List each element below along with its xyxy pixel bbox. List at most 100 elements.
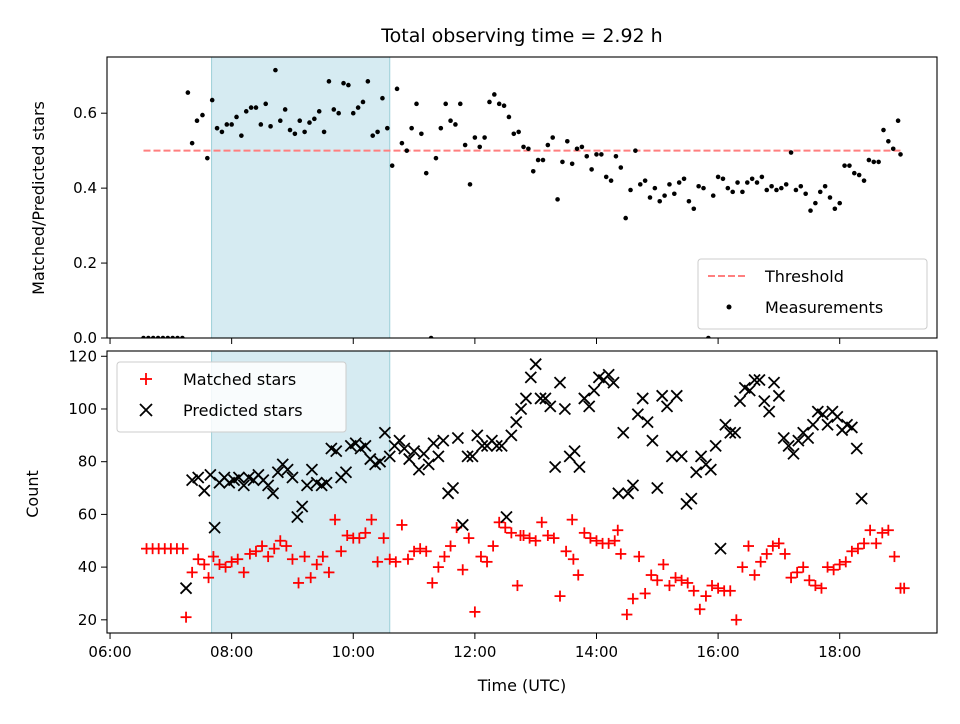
- legend-matched-swatch: [140, 373, 152, 385]
- predicted-stars-point: [656, 389, 669, 402]
- predicted-stars-point: [631, 408, 644, 421]
- measurements-point: [263, 101, 269, 107]
- matched-stars-point: [438, 551, 450, 563]
- measurements-point: [409, 125, 414, 131]
- predicted-stars-point: [670, 389, 683, 402]
- predicted-stars-point: [568, 445, 581, 458]
- y-tick-label: 0.6: [73, 104, 97, 122]
- matched-stars-point: [700, 590, 712, 602]
- measurements-point: [292, 131, 298, 137]
- measurements-point: [886, 139, 891, 144]
- matched-stars-point: [250, 545, 262, 557]
- matched-stars-point: [463, 532, 475, 544]
- matched-stars-point: [773, 537, 785, 549]
- chart-title: Total observing time = 2.92 h: [380, 25, 662, 47]
- matched-stars-point: [870, 537, 882, 549]
- matched-stars-point: [621, 609, 633, 621]
- matched-stars-point: [317, 551, 329, 563]
- x-tick-label: 18:00: [818, 643, 861, 661]
- measurements-point: [370, 133, 376, 138]
- predicted-stars-point: [660, 400, 674, 413]
- matched-stars-point: [767, 540, 779, 552]
- matched-stars-point: [603, 537, 615, 549]
- measurements-point: [550, 135, 556, 140]
- measurements-point: [642, 178, 648, 183]
- predicted-stars-point: [286, 471, 299, 484]
- measurements-point: [898, 152, 903, 157]
- measurements-point: [268, 124, 273, 129]
- predicted-stars-point: [792, 434, 805, 447]
- measurements-point: [788, 150, 794, 155]
- measurements-point: [453, 122, 458, 127]
- measurements-point: [599, 152, 604, 157]
- measurements-point: [331, 107, 337, 112]
- measurements-point: [180, 335, 185, 338]
- predicted-stars-point: [320, 476, 333, 489]
- matched-stars-point: [238, 566, 250, 578]
- predicted-stars-point: [801, 431, 815, 445]
- matched-stars-point: [815, 582, 827, 594]
- measurements-point: [754, 180, 760, 185]
- measurements-point: [175, 335, 180, 338]
- matched-stars-point: [499, 522, 511, 534]
- measurements-point: [706, 335, 711, 338]
- matched-stars-point: [505, 527, 517, 539]
- matched-stars-point: [612, 524, 624, 536]
- y-tick-label: 0.2: [73, 254, 97, 272]
- measurements-point: [209, 97, 215, 103]
- predicted-stars-point: [456, 518, 469, 532]
- predicted-stars-point: [675, 450, 688, 463]
- legend-threshold-label: Threshold: [764, 267, 844, 286]
- measurements-point: [535, 157, 541, 163]
- measurements-point: [710, 193, 716, 198]
- matched-stars-point: [408, 545, 420, 557]
- predicted-stars-point: [232, 471, 246, 484]
- measurements-point: [150, 335, 156, 338]
- measurements-point: [365, 79, 371, 84]
- matched-stars-point: [341, 529, 353, 541]
- legend-predicted-swatch: [139, 403, 153, 417]
- y-tick-label: 20: [78, 611, 97, 629]
- measurements-point: [501, 103, 507, 109]
- matched-stars-point: [834, 558, 846, 570]
- measurements-point: [360, 99, 366, 105]
- predicted-stars-point: [787, 447, 800, 460]
- predicted-stars-point: [291, 510, 304, 524]
- measurements-point: [521, 144, 526, 150]
- predicted-stars-point: [192, 471, 205, 484]
- matched-stars-point: [232, 553, 244, 565]
- y-tick-label: 120: [68, 347, 97, 365]
- measurements-point: [487, 99, 492, 105]
- measurements-point: [696, 183, 701, 189]
- predicted-stars-point: [510, 416, 523, 429]
- measurements-point: [720, 176, 726, 182]
- measurements-point: [321, 129, 327, 135]
- predicted-stars-point: [432, 450, 445, 463]
- matched-stars-point: [244, 548, 256, 560]
- measurements-point: [725, 185, 731, 191]
- matched-stars-point: [846, 545, 858, 557]
- predicted-stars-point: [524, 371, 537, 384]
- measurements-point: [448, 118, 453, 123]
- ratio-panel: 0.0 0.2 0.4 0.6 Matched/Predicted stars Thr…: [29, 56, 938, 347]
- matched-stars-point: [396, 519, 408, 531]
- measurements-point: [545, 142, 551, 148]
- predicted-stars-point: [179, 582, 193, 595]
- measurements-point: [574, 146, 580, 152]
- measurements-point: [613, 153, 619, 159]
- matched-stars-point: [682, 577, 694, 589]
- predicted-stars-point: [461, 450, 474, 463]
- measurements-point: [482, 135, 487, 140]
- measurements-point: [375, 129, 380, 135]
- measurements-point: [248, 105, 254, 110]
- measurements-point: [239, 133, 244, 138]
- matched-stars-point: [390, 556, 402, 568]
- predicted-stars-point: [383, 450, 396, 463]
- measurements-point: [569, 161, 575, 167]
- predicted-stars-point: [719, 418, 732, 431]
- measurements-point: [842, 163, 847, 168]
- measurements-point: [847, 163, 852, 168]
- matched-stars-point: [688, 585, 700, 597]
- matched-stars-point: [567, 553, 579, 565]
- ratio-legend: Threshold Measurements: [697, 258, 928, 330]
